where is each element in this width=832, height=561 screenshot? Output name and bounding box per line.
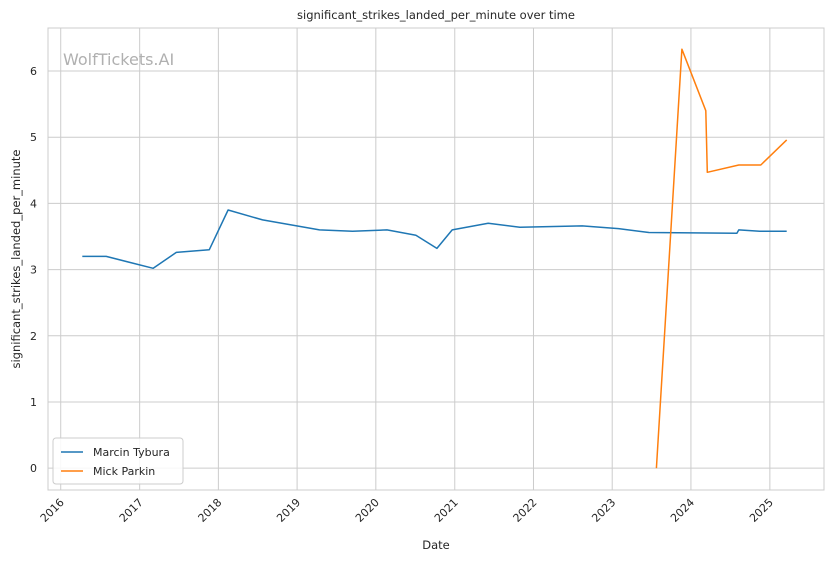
data-point-marcin-tybura (648, 232, 650, 234)
data-point-marcin-tybura (208, 249, 210, 251)
data-point-mick-parkin (786, 139, 788, 141)
data-point-marcin-tybura (386, 229, 388, 231)
data-point-marcin-tybura (81, 255, 83, 257)
data-point-marcin-tybura (759, 230, 761, 232)
data-point-mick-parkin (760, 164, 762, 166)
y-tick-label: 0 (30, 462, 37, 475)
legend-box (52, 437, 184, 485)
y-tick-label: 3 (30, 264, 37, 277)
legend: Marcin Tybura Mick Parkin (52, 437, 184, 485)
data-point-marcin-tybura (105, 255, 107, 257)
data-point-mick-parkin (706, 171, 708, 173)
data-point-marcin-tybura (227, 209, 229, 211)
data-point-mick-parkin (681, 48, 683, 50)
data-point-marcin-tybura (262, 219, 264, 221)
watermark: WolfTickets.AI (63, 50, 174, 69)
data-point-mick-parkin (656, 467, 658, 469)
y-axis-title: significant_strikes_landed_per_minute (9, 150, 23, 369)
y-tick-label: 5 (30, 131, 37, 144)
data-point-marcin-tybura (352, 230, 354, 232)
data-point-marcin-tybura (519, 226, 521, 228)
legend-label-mick-parkin: Mick Parkin (93, 465, 155, 478)
data-point-marcin-tybura (451, 229, 453, 231)
y-tick-label: 2 (30, 330, 37, 343)
grid (48, 28, 824, 490)
plot-frame (47, 27, 825, 491)
y-tick-label: 4 (30, 197, 37, 210)
y-tick-label: 1 (30, 396, 37, 409)
data-point-marcin-tybura (152, 267, 154, 269)
y-axis-ticks: 0 1 2 3 4 5 6 (30, 65, 37, 475)
data-point-marcin-tybura (736, 232, 738, 234)
data-point-marcin-tybura (786, 230, 788, 232)
x-axis-title: Date (422, 538, 450, 552)
data-point-marcin-tybura (618, 228, 620, 230)
data-point-marcin-tybura (175, 251, 177, 253)
series-layer (81, 48, 788, 469)
data-point-marcin-tybura (436, 248, 438, 250)
data-point-marcin-tybura (487, 222, 489, 224)
series-line-mick-parkin (655, 48, 788, 469)
data-point-marcin-tybura (415, 234, 417, 236)
legend-label-marcin-tybura: Marcin Tybura (93, 446, 170, 459)
data-point-marcin-tybura (581, 225, 583, 227)
series-line-marcin-tybura (82, 209, 787, 270)
plot-area (48, 28, 824, 490)
data-point-mick-parkin (705, 110, 707, 112)
y-tick-label: 6 (30, 65, 37, 78)
data-point-marcin-tybura (319, 229, 321, 231)
chart-title: significant_strikes_landed_per_minute ov… (297, 8, 575, 22)
data-point-marcin-tybura (738, 229, 740, 231)
data-point-mick-parkin (738, 164, 740, 166)
